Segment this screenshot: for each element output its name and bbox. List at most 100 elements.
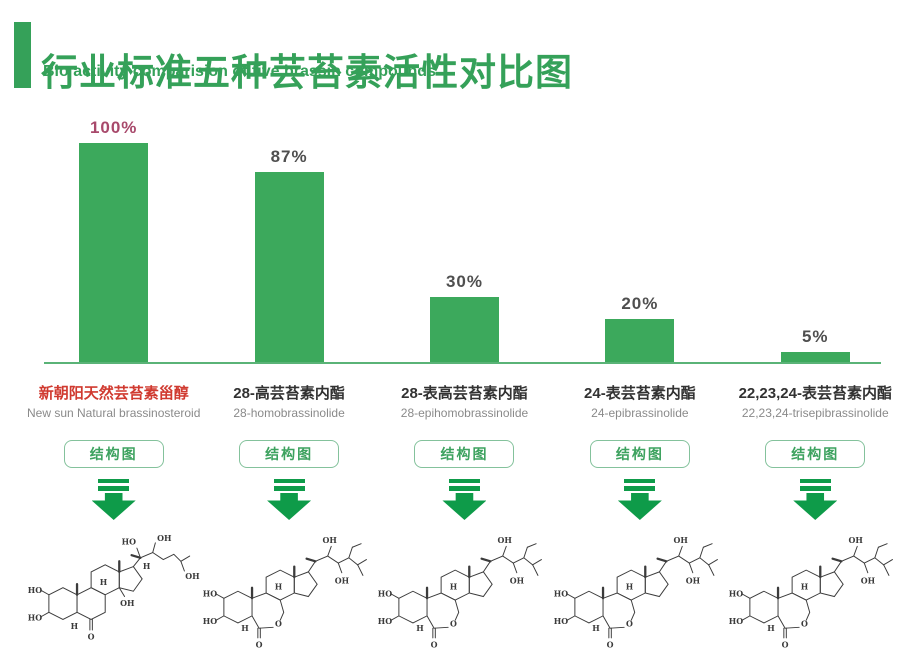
compound-name-zh: 24-表芸苔素内酯 <box>584 385 696 402</box>
atom-label-oh: OH <box>498 536 513 545</box>
page-title: 行业标准五种芸苔素活性对比图 <box>41 51 573 93</box>
activity-bar <box>429 297 499 363</box>
structure-button[interactable]: 结构图 <box>414 440 515 468</box>
down-arrow-icon <box>442 479 487 520</box>
activity-bar <box>605 319 675 363</box>
ring-skeleton <box>40 542 190 631</box>
atom-label-ho: HO <box>729 617 743 626</box>
bar-value-label: 100% <box>89 118 138 137</box>
ring-skeleton <box>215 543 368 639</box>
compound-column: 100% 新朝阳天然芸苔素甾醇 New sun Natural brassino… <box>26 118 201 659</box>
chemical-structure: HO HO O O H H OH OH <box>376 526 552 659</box>
atom-label-o: O <box>782 641 789 650</box>
bar-area: 30% <box>429 118 499 363</box>
compound-name-zh: 28-表高芸苔素内酯 <box>401 385 528 402</box>
atom-label-ho: HO <box>27 613 41 622</box>
brassinolide-structure-icon: HO HO O O H H OH OH <box>378 536 543 650</box>
atom-label-h: H <box>768 624 776 633</box>
arrow-bar-top <box>448 479 480 483</box>
activity-bar <box>79 143 149 363</box>
arrow-head <box>267 493 312 520</box>
atom-label-oh: OH <box>686 576 701 585</box>
atom-label-o: O <box>275 619 282 628</box>
chemical-structure: HO HO O H H OH HO OH H OH <box>26 526 202 659</box>
activity-bar <box>254 171 324 363</box>
down-arrow-icon <box>617 479 662 520</box>
brassinosteroid-structure-icon: HO HO O H H OH HO OH H OH <box>27 534 200 642</box>
compound-column: 20% 24-表芸苔素内酯 24-epibrassinolide 结构图 <box>552 118 727 659</box>
down-arrow-icon <box>267 479 312 520</box>
compound-column: 5% 22,23,24-表芸苔素内酯 22,23,24-trisepibrass… <box>728 118 903 659</box>
atom-label-ho: HO <box>554 590 568 599</box>
bar-area: 20% <box>605 118 675 363</box>
compound-columns: 100% 新朝阳天然芸苔素甾醇 New sun Natural brassino… <box>26 118 903 659</box>
compound-name-en: 28-homobrassinolide <box>233 406 345 420</box>
atom-label-h: H <box>592 624 600 633</box>
chemical-structure: HO HO O O H H OH OH <box>727 526 903 659</box>
ring-skeleton <box>566 543 718 639</box>
compound-name-zh: 新朝阳天然芸苔素甾醇 <box>38 385 189 402</box>
bar-value-label: 5% <box>801 327 829 346</box>
atom-label-o: O <box>801 619 808 628</box>
chemical-structure: HO HO O O H H OH OH <box>201 526 377 659</box>
brassinolide-structure-icon: HO HO O O H H OH OH <box>729 536 894 650</box>
atom-label-o: O <box>450 619 457 628</box>
atom-label-oh: OH <box>185 572 200 581</box>
structure-button[interactable]: 结构图 <box>589 440 690 468</box>
atom-label-oh: OH <box>673 536 688 545</box>
arrow-bar-bottom <box>624 486 656 491</box>
atom-label-ho: HO <box>121 538 135 547</box>
page-subtitle: Bio activity comparision of five brassin… <box>43 63 436 80</box>
structure-button[interactable]: 结构图 <box>239 440 340 468</box>
compound-name-en: 28-epihomobrassinolide <box>400 406 529 420</box>
structure-button[interactable]: 结构图 <box>63 440 164 468</box>
atom-label-ho: HO <box>203 590 217 599</box>
arrow-bar-top <box>799 479 831 483</box>
bar-value-label: 87% <box>270 146 308 166</box>
atom-label-o: O <box>626 619 633 628</box>
bar-area: 5% <box>780 118 850 363</box>
compound-column: 87% 28-高芸苔素内酯 28-homobrassinolide 结构图 <box>201 118 376 659</box>
brassinolide-structure-icon: HO HO O O H H OH OH <box>554 536 718 650</box>
arrow-bar-bottom <box>273 486 305 491</box>
atom-label-oh: OH <box>323 536 338 545</box>
atom-label-h: H <box>801 582 809 591</box>
compound-name-en: 24-epibrassinolide <box>591 406 689 420</box>
arrow-bar-top <box>273 479 305 483</box>
atom-label-o: O <box>607 641 614 650</box>
atom-label-o: O <box>87 633 94 642</box>
atom-label-o: O <box>256 641 263 650</box>
atom-label-ho: HO <box>554 617 568 626</box>
atom-label-h: H <box>143 562 151 571</box>
atom-label-h: H <box>99 578 107 587</box>
down-arrow-icon <box>91 479 136 520</box>
atom-label-o: O <box>431 641 438 650</box>
bar-area: 100% <box>79 118 149 363</box>
atom-label-h: H <box>450 582 458 591</box>
atom-label-oh: OH <box>510 576 525 585</box>
atom-label-oh: OH <box>849 536 864 545</box>
compound-name-en: 22,23,24-trisepibrassinolide <box>741 406 889 420</box>
atom-label-oh: OH <box>861 576 876 585</box>
atom-label-h: H <box>70 622 78 631</box>
arrow-head <box>617 493 662 520</box>
atom-label-h: H <box>626 582 634 591</box>
arrow-head <box>793 493 838 520</box>
bar-value-label: 20% <box>621 294 659 313</box>
atom-label-ho: HO <box>729 590 743 599</box>
compound-column: 30% 28-表高芸苔素内酯 28-epihomobrassinolide 结构… <box>377 118 552 659</box>
atom-label-oh: OH <box>335 576 350 585</box>
arrow-bar-bottom <box>799 486 831 491</box>
atom-label-ho: HO <box>378 617 392 626</box>
bar-area: 87% <box>254 118 324 363</box>
activity-bar <box>780 352 850 363</box>
down-arrow-icon <box>793 479 838 520</box>
chemical-structure: HO HO O O H H OH OH <box>552 526 728 659</box>
brassinolide-structure-icon: HO HO O O H H OH OH <box>203 536 368 650</box>
structure-button[interactable]: 结构图 <box>765 440 866 468</box>
atom-label-ho: HO <box>378 590 392 599</box>
arrow-bar-bottom <box>448 486 480 491</box>
title-accent-bar <box>14 22 31 88</box>
ring-skeleton <box>741 543 894 639</box>
